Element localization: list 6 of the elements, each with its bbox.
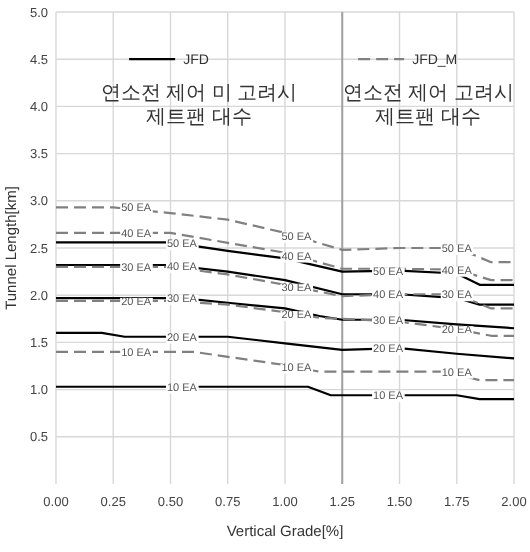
line-series — [54, 350, 516, 382]
line-series — [54, 331, 516, 360]
line-series — [54, 231, 516, 282]
annotation: 연소전 제어 고려시 제트팬 대수 — [342, 82, 514, 129]
line-series — [54, 206, 516, 264]
annotation: 연소전 제어 미 고려시 제트팬 대수 — [100, 82, 298, 129]
